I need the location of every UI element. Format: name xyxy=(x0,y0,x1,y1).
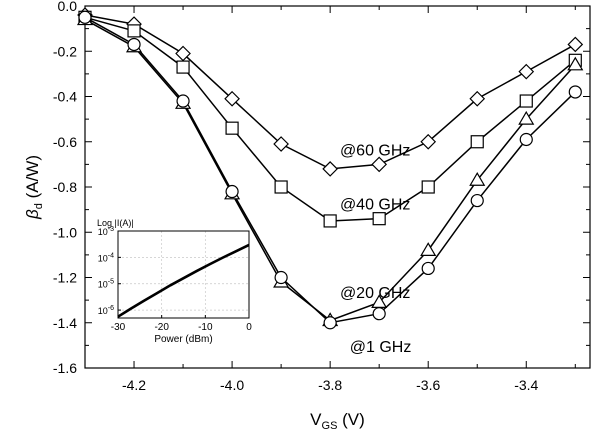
y-tick-label: -0.4 xyxy=(53,89,77,105)
inset-y-tick-label: 10-5 xyxy=(98,279,114,290)
y-axis-label-unit: (A/W) xyxy=(23,155,42,203)
marker-diamond xyxy=(420,133,437,150)
marker-square xyxy=(519,94,533,108)
y-tick-label: -0.8 xyxy=(53,179,77,195)
marker-triangle xyxy=(518,110,535,125)
marker-circle xyxy=(176,94,190,108)
inset-y-tick-exponent: -3 xyxy=(108,226,114,233)
y-tick-label: -1.6 xyxy=(53,360,77,376)
marker-circle xyxy=(274,270,288,285)
marker-circle xyxy=(127,37,141,52)
inset-y-tick-label: 10-4 xyxy=(98,252,114,263)
inset-y-tick-base: 10 xyxy=(98,306,108,316)
marker-square xyxy=(127,24,141,38)
y-axis-label-subscript: d xyxy=(33,203,45,209)
series-annotation: @20 GHz xyxy=(340,285,410,302)
marker-diamond xyxy=(518,63,535,80)
inset-x-axis-label: Power (dBm) xyxy=(154,334,212,345)
inset-y-tick-label: 10-6 xyxy=(98,305,114,316)
y-axis-label-main: β xyxy=(23,209,42,220)
x-axis-label: VGS (V) xyxy=(310,410,365,432)
series-annotation: @40 GHz xyxy=(340,197,410,214)
marker-diamond xyxy=(567,36,584,53)
marker-diamond xyxy=(371,156,388,173)
marker-square xyxy=(274,180,288,194)
marker-circle xyxy=(372,307,386,321)
inset-y-tick-exponent: -4 xyxy=(108,252,114,259)
marker-triangle xyxy=(420,242,437,256)
x-axis-label-subscript: GS xyxy=(322,420,338,432)
marker-diamond xyxy=(273,136,289,152)
y-tick-label: -0.6 xyxy=(53,134,77,150)
inset-x-tick-label: -20 xyxy=(154,322,169,333)
y-tick-label: -1.4 xyxy=(53,315,77,331)
inset-x-tick-label: -30 xyxy=(111,322,126,333)
x-axis-label-unit: (V) xyxy=(337,410,364,429)
inset-y-tick-exponent: -5 xyxy=(108,279,114,286)
marker-circle xyxy=(78,10,92,24)
y-tick-label: 0.0 xyxy=(58,0,78,14)
marker-diamond xyxy=(224,90,240,107)
marker-triangle xyxy=(469,172,486,186)
marker-square xyxy=(323,214,337,228)
x-axis-label-main: V xyxy=(310,410,322,429)
marker-square xyxy=(176,60,190,74)
marker-diamond xyxy=(469,90,486,107)
marker-circle xyxy=(323,316,337,330)
marker-circle xyxy=(470,193,484,208)
x-tick-label: -3.6 xyxy=(416,377,440,393)
x-tick-label: -3.4 xyxy=(514,377,538,393)
series-annotation: @1 GHz xyxy=(350,339,412,356)
marker-square xyxy=(470,135,484,149)
x-tick-label: -3.8 xyxy=(318,377,342,393)
inset-y-tick-exponent: -6 xyxy=(108,305,114,312)
y-tick-label: -1.0 xyxy=(53,224,77,240)
marker-triangle xyxy=(567,56,584,71)
inset-y-tick-base: 10 xyxy=(98,253,108,263)
inset-x-tick-label: -10 xyxy=(198,322,213,333)
y-tick-label: -1.2 xyxy=(53,270,77,286)
inset-frame xyxy=(117,230,250,319)
marker-square xyxy=(225,121,239,135)
inset-series-line xyxy=(117,243,250,318)
marker-diamond xyxy=(322,161,338,177)
main-plot: -4.2 -4.0 -3.8 -3.6 -3.4 0.0 -0.2 -0.4 -0.6 -0.8 -… xyxy=(23,0,591,432)
x-tick-label: -4.2 xyxy=(122,377,146,393)
marker-circle xyxy=(568,85,582,99)
inset-title: Log |I(A)| xyxy=(97,218,134,228)
inset-x-tick-label: 0 xyxy=(246,322,252,333)
y-tick-label: -0.2 xyxy=(53,43,77,59)
marker-circle xyxy=(421,261,435,276)
inset-y-tick-label: 10-3 xyxy=(98,226,114,237)
inset-y-tick-base: 10 xyxy=(98,280,108,290)
marker-circle xyxy=(225,184,239,199)
inset-y-tick-base: 10 xyxy=(98,227,108,237)
y-axis-label: βd (A/W) xyxy=(23,155,45,220)
marker-circle xyxy=(519,132,533,147)
marker-square xyxy=(421,180,435,194)
series-annotation: @60 GHz xyxy=(340,142,410,159)
main-labels: @60 GHz @40 GHz @20 GHz @1 GHz xyxy=(340,142,411,356)
marker-square xyxy=(372,212,386,226)
x-tick-label: -4.0 xyxy=(220,377,244,393)
